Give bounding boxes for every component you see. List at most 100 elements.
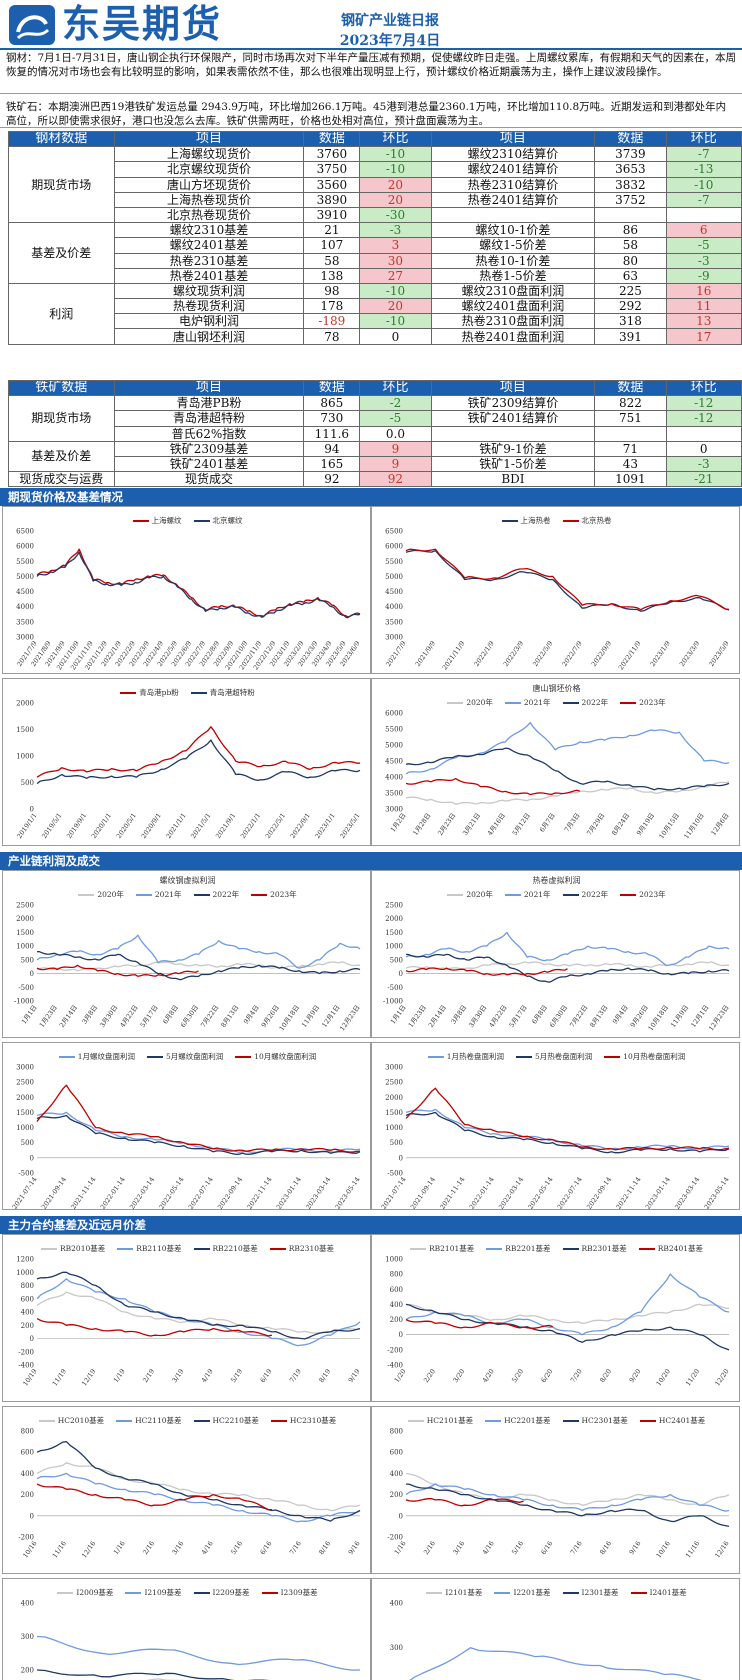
x-tick-label: 10/20: [655, 1368, 672, 1388]
legend-label: I2009基差: [76, 1588, 114, 1597]
steel-commentary: 钢材：7月1日-7月31日，唐山钢企执行环保限产，同时市场再次对下半年产量压减有…: [0, 50, 742, 94]
legend-entry: HC2310基差: [270, 1415, 336, 1426]
y-tick-label: 6000: [385, 543, 403, 551]
table-row: 唐山方坯现货价 3560 20 热卷2310结算价 3832 -10: [9, 176, 742, 193]
legend-entry: 5月热卷盘面利润: [515, 1051, 592, 1062]
legend-swatch: [270, 1419, 287, 1422]
legend-swatch: [504, 701, 521, 704]
legend-entry: RB2110基差: [117, 1243, 182, 1254]
series-line: [405, 549, 730, 612]
x-tick-label: 2022/1/9: [472, 640, 495, 669]
steel-header-cell: 钢材数据: [8, 130, 115, 148]
table-cell: 热卷2401结算价: [430, 191, 596, 208]
x-tick-label: 12/20: [713, 1368, 730, 1388]
header-divider: [0, 48, 742, 50]
table-cell: 178: [303, 298, 361, 315]
x-tick-label: 1月28日: [411, 812, 432, 837]
ore-header-cell: 项目: [113, 379, 305, 397]
y-tick-label: 2000: [16, 915, 34, 923]
table-cell: 现货成交: [113, 471, 305, 488]
x-tick-label: 11月10日: [682, 812, 706, 841]
chart-plot: 3000 3500 4000 4500 5000 5500 6000 6500 2021/7/9…: [384, 528, 730, 672]
legend-label: 2021年: [154, 890, 182, 899]
y-tick-label: 800: [21, 1282, 34, 1290]
table-cell: 3752: [594, 191, 667, 208]
report-date: 2023年7月4日: [339, 33, 441, 49]
y-tick-label: 500: [21, 779, 34, 787]
x-tick-label: 2021/5/1: [189, 812, 212, 841]
table-cell: 78: [303, 328, 361, 345]
table-cell: 螺纹2401基差: [113, 237, 305, 254]
y-tick-label: 300: [390, 1644, 403, 1652]
legend-swatch: [630, 1591, 647, 1594]
legend-entry: 10月热卷盘面利润: [604, 1051, 685, 1062]
y-tick-label: -400: [18, 1362, 34, 1370]
chart-plot: -200 0 200 400 600 800 10/16 11/16 12/16 1/16 2/16…: [18, 1428, 361, 1560]
y-tick-label: 600: [390, 1449, 403, 1457]
y-tick-label: 2500: [385, 902, 403, 910]
x-tick-label: 2022-07-14: [556, 1176, 584, 1210]
report-header: 东吴期货 钢矿产业链日报 2023年7月4日: [0, 0, 742, 50]
legend-label: I2109基差: [144, 1588, 182, 1597]
series-line: [405, 1498, 524, 1507]
table-cell: 铁矿1-5价差: [430, 455, 596, 473]
x-tick-label: 5月12日: [511, 812, 532, 837]
y-tick-label: 4500: [16, 588, 34, 596]
legend-label: 北京热卷: [581, 516, 612, 525]
legend-label: I2209基差: [212, 1588, 250, 1597]
legend-swatch: [193, 1419, 210, 1422]
change-cell: -9: [665, 267, 742, 284]
change-cell: 17: [665, 328, 742, 345]
legend-swatch: [562, 1247, 579, 1250]
table-row: 现货成交与运费 现货成交 92 92 BDI 1091 -21: [8, 471, 742, 488]
table-cell: 热卷2401盘面利润: [430, 328, 596, 345]
legend-swatch: [638, 1247, 655, 1250]
y-tick-label: 0: [30, 806, 34, 814]
chart-legend: 2020年 2021年 2022年 2023年: [372, 697, 739, 708]
change-cell: 20: [359, 298, 432, 315]
legend-entry: RB2201基差: [486, 1243, 551, 1254]
table-row: 北京螺纹现货价 3750 -10 螺纹2401结算价 3653 -13: [9, 161, 742, 178]
x-tick-label: 3/19: [171, 1368, 186, 1385]
change-cell: -12: [665, 410, 742, 427]
x-tick-label: 6月30日: [548, 1004, 569, 1029]
y-tick-label: 2500: [16, 1079, 34, 1087]
legend-entry: RB2310基差: [269, 1243, 334, 1254]
legend-label: I2401基差: [649, 1588, 687, 1597]
table-cell: [430, 206, 596, 224]
change-cell: -10: [359, 282, 432, 300]
y-tick-label: 1000: [385, 943, 403, 951]
y-tick-label: 0: [30, 1335, 34, 1343]
legend-swatch: [193, 519, 210, 522]
ore-header-cell: 铁矿数据: [8, 379, 115, 397]
legend-label: 北京螺纹: [212, 516, 243, 525]
steel-data-table: 钢材数据 项目 数据 环比 项目 数据 环比 期现货市场 上海螺纹现货价 3760 -10 螺纹231…: [8, 130, 742, 345]
section-profit-trades: 产业链利润及成交: [0, 852, 742, 870]
legend-label: RB2301基差: [581, 1244, 627, 1253]
legend-swatch: [193, 1247, 210, 1250]
y-tick-label: 4000: [385, 603, 403, 611]
x-tick-label: 8/20: [598, 1368, 613, 1385]
legend-entry: 2021年: [135, 889, 182, 900]
chart-rebar-virtual-profit: 螺纹钢虚拟利润 2020年 2021年 2022年 2023年 -1000 -500 0 500…: [2, 870, 371, 1038]
legend-swatch: [562, 1419, 579, 1422]
table-row: 基差及价差 铁矿2309基差 94 9 铁矿9-1价差 71 0: [8, 440, 742, 473]
legend-swatch: [135, 893, 152, 896]
x-tick-label: 2023/1/1: [313, 812, 336, 841]
change-cell: 9: [359, 455, 432, 473]
table-cell: 1091: [594, 471, 667, 488]
table-cell: 21: [303, 222, 361, 239]
change-cell: -10: [665, 176, 742, 193]
series-line: [36, 1462, 361, 1512]
series-line: [36, 1278, 361, 1347]
x-tick-label: 2/16: [141, 1540, 156, 1557]
legend-swatch: [562, 519, 579, 522]
table-cell: 螺纹现货利润: [113, 282, 305, 300]
legend-entry: I2301基差: [562, 1587, 619, 1598]
x-tick-label: 2019/9/1: [65, 812, 88, 841]
chart-title: 唐山钢坯价格: [532, 684, 581, 693]
table-cell: 86: [594, 222, 667, 239]
x-tick-label: 1月1日: [389, 1004, 408, 1026]
x-tick-label: 2022-07-14: [187, 1176, 215, 1210]
y-tick-label: 1500: [16, 1109, 34, 1117]
